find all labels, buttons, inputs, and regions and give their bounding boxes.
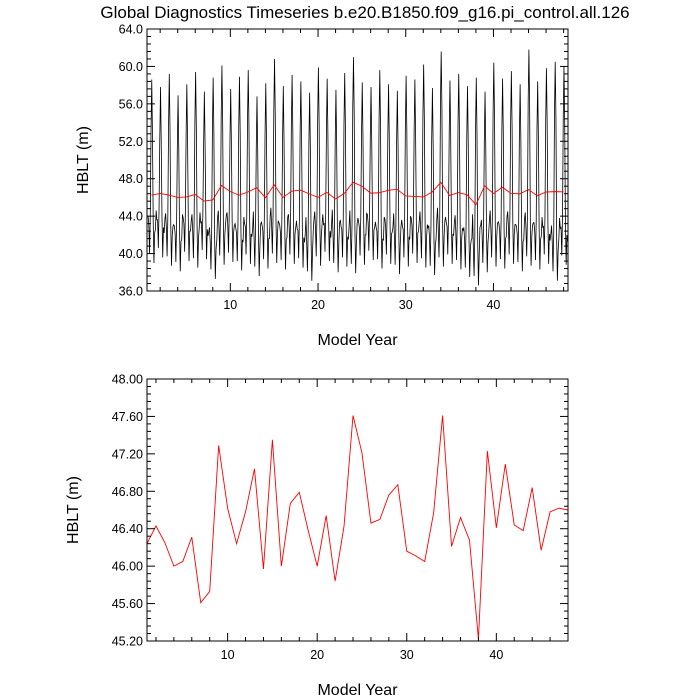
- y-tick-label: 52.0: [119, 135, 143, 149]
- y-tick-label: 46.80: [112, 485, 143, 499]
- monthly-series-line: [147, 49, 568, 286]
- figure-title: Global Diagnostics Timeseries b.e20.B185…: [100, 3, 629, 22]
- bottom-panel-marks: [147, 415, 568, 640]
- y-tick-label: 45.20: [112, 635, 143, 649]
- x-tick-label: 40: [486, 298, 500, 312]
- top-panel: 36.0 40.0 44.0 48.0 52.0 56.0 60.0 64.0 10 20 30 40…: [75, 23, 569, 349]
- y-tick-label: 60.0: [119, 60, 143, 74]
- y-tick-label: 56.0: [119, 97, 143, 111]
- bottom-panel-frame: [146, 378, 569, 642]
- y-tick-label: 48.0: [119, 172, 143, 186]
- top-panel-frame: [146, 28, 569, 292]
- annual-mean-overlay-line: [151, 181, 564, 206]
- y-tick-label: 36.0: [119, 285, 143, 299]
- bottom-x-axis-label: Model Year: [317, 682, 398, 699]
- x-tick-label: 10: [221, 648, 235, 662]
- x-tick-label: 40: [489, 648, 503, 662]
- x-tick-label: 30: [399, 298, 413, 312]
- top-panel-marks: [147, 49, 568, 286]
- y-tick-label: 47.60: [112, 410, 143, 424]
- y-tick-label: 45.60: [112, 597, 143, 611]
- x-tick-label: 20: [310, 648, 324, 662]
- y-tick-label: 48.00: [112, 373, 143, 387]
- y-tick-label: 46.40: [112, 522, 143, 536]
- y-tick-label: 40.0: [119, 247, 143, 261]
- bottom-panel: 45.20 45.60 46.00 46.40 46.80 47.20 47.60 48.00…: [65, 373, 569, 699]
- y-tick-label: 47.20: [112, 447, 143, 461]
- bottom-panel-ticks: 45.20 45.60 46.00 46.40 46.80 47.20 47.60 48.00…: [112, 373, 569, 662]
- y-tick-label: 64.0: [119, 23, 143, 37]
- x-tick-label: 30: [400, 648, 414, 662]
- y-tick-label: 46.00: [112, 560, 143, 574]
- bottom-y-axis-label: HBLT (m): [65, 476, 82, 544]
- top-y-axis-label: HBLT (m): [75, 126, 92, 194]
- top-x-axis-label: Model Year: [317, 332, 398, 349]
- annual-series-line: [147, 415, 568, 640]
- y-tick-label: 44.0: [119, 210, 143, 224]
- x-tick-label: 10: [223, 298, 237, 312]
- top-panel-ticks: 36.0 40.0 44.0 48.0 52.0 56.0 60.0 64.0 10 20 30 40: [119, 23, 568, 312]
- x-tick-label: 20: [311, 298, 325, 312]
